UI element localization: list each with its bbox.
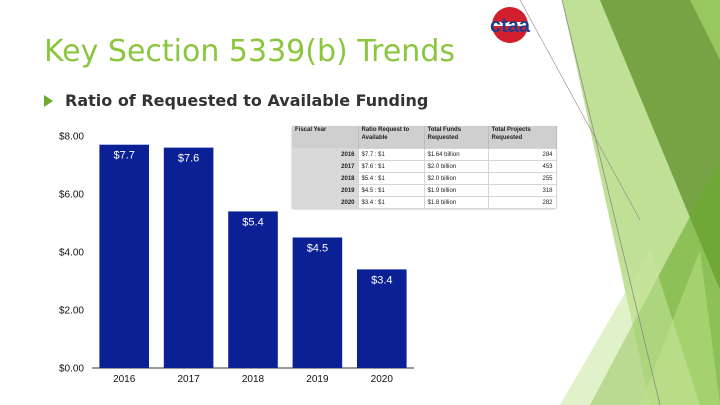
bullet-text: Ratio of Requested to Available Funding [65,91,429,110]
table-header: Total Projects Requested [488,126,557,149]
table-cell: $5.4 : $1 [358,172,425,185]
funding-table: Fiscal Year Ratio Request to Available T… [292,126,557,208]
bar [228,211,278,368]
bar-value-label: $3.4 [371,274,392,286]
bar [357,269,407,368]
x-tick-label: 2016 [113,374,136,385]
ctaa-logo: ctaa [490,7,531,43]
table-cell: $1.8 billion [424,196,489,208]
table-cell: 284 [488,148,557,161]
table-row: 2020 $3.4 : $1 $1.8 billion 282 [292,196,557,208]
table-cell: $4.5 : $1 [358,184,425,197]
bar-value-label: $5.4 [242,216,263,228]
y-tick-label: $0.00 [59,364,84,375]
bar [99,144,149,368]
bullet-item: Ratio of Requested to Available Funding [44,91,428,110]
x-tick-label: 2020 [371,374,394,385]
table-cell: $7.7 : $1 [358,148,425,161]
bar-value-label: $7.6 [178,153,199,165]
x-tick-label: 2018 [242,374,265,385]
table-cell: 2017 [292,160,359,173]
logo-text: ctaa [490,15,531,37]
table-header: Total Funds Requested [424,126,489,149]
table-cell: 2019 [292,184,359,197]
table-row: 2016 $7.7 : $1 $1.64 billion 284 [292,148,557,161]
table-cell: $2.0 billion [424,160,489,173]
table-cell: $2.0 billion [424,172,489,185]
x-tick-label: 2019 [306,374,329,385]
bullet-arrow-icon [44,94,53,107]
y-tick-label: $8.00 [59,132,84,143]
table-cell: 255 [488,172,557,185]
y-tick-label: $2.00 [59,306,84,317]
bar-value-label: $4.5 [307,243,328,255]
table-row: 2018 $5.4 : $1 $2.0 billion 255 [292,172,557,185]
bar-chart: $0.00 $2.00 $4.00 $6.00 $8.00 $7.7 2016 $7.6 201… [59,132,414,385]
y-tick-label: $4.00 [59,248,84,259]
table-row: 2019 $4.5 : $1 $1.9 billion 318 [292,184,557,197]
table-header: Ratio Request to Available [358,126,425,149]
table-row: 2017 $7.6 : $1 $2.0 billion 453 [292,160,557,173]
slide-title: Key Section 5339(b) Trends [44,34,455,69]
table-cell: 318 [488,184,557,197]
table-cell: 282 [488,196,557,208]
bar [163,147,214,368]
table-cell: 453 [488,160,557,173]
table-header: Fiscal Year [292,126,359,149]
table-cell: $1.9 billion [424,184,489,197]
table-cell: $3.4 : $1 [358,196,425,208]
bar-value-label: $7.7 [113,150,134,162]
table-cell: $1.64 billion [424,148,489,161]
table-cell: $7.6 : $1 [358,160,425,173]
table-cell: 2020 [292,196,359,208]
table-cell: 2018 [292,172,359,185]
y-tick-label: $6.00 [59,190,84,201]
table-cell: 2016 [292,148,359,161]
bar [292,237,343,368]
x-tick-label: 2017 [177,374,200,385]
